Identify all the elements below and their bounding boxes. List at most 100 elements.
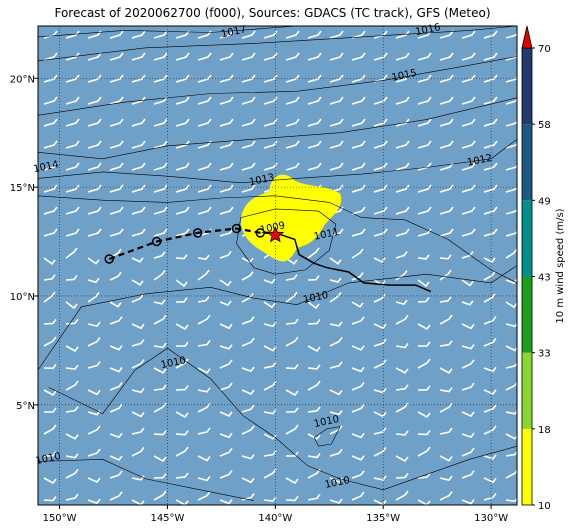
- wind-barb: [395, 314, 409, 325]
- wind-barb: [483, 316, 497, 325]
- wind-barb: [131, 30, 146, 39]
- wind-barb: [329, 162, 344, 171]
- wind-barb: [197, 184, 212, 193]
- wind-barb: [219, 279, 232, 287]
- wind-barb: [263, 380, 277, 391]
- wind-barb: [175, 472, 189, 479]
- wind-barb: [417, 358, 431, 369]
- wind-barb: [505, 301, 518, 309]
- wind-barb: [395, 430, 409, 436]
- wind-barb: [153, 473, 167, 479]
- wind-barb: [439, 206, 454, 215]
- wind-barb: [131, 257, 144, 263]
- wind-barb: [373, 140, 388, 149]
- wind-barb: [131, 228, 146, 237]
- wind-barb: [65, 433, 79, 440]
- wind-barb: [43, 257, 56, 265]
- wind-barb: [285, 318, 299, 325]
- wind-barb: [483, 140, 498, 149]
- wind-barb: [285, 96, 300, 105]
- wind-barb: [109, 52, 124, 61]
- colorbar-segment: [522, 200, 532, 277]
- wind-barb: [439, 52, 454, 61]
- wind-barb: [197, 52, 212, 61]
- wind-barb: [109, 140, 124, 149]
- wind-barb: [351, 118, 366, 127]
- wind-barb: [87, 118, 102, 127]
- wind-barb: [241, 96, 256, 105]
- wind-barb: [373, 206, 388, 215]
- wind-barb: [87, 498, 101, 505]
- wind-barb: [483, 184, 498, 193]
- isobar-line: [37, 265, 518, 371]
- wind-barb: [65, 247, 78, 259]
- wind-barb: [65, 468, 79, 479]
- wind-barb: [109, 74, 124, 83]
- colorbar-label: 10 m wind speed (m/s): [555, 208, 566, 323]
- isobar-line: [37, 195, 518, 284]
- wind-barb: [87, 389, 101, 396]
- wind-barb: [329, 448, 343, 457]
- wind-barb: [153, 228, 168, 237]
- wind-barb: [439, 387, 453, 393]
- wind-barb: [87, 206, 102, 215]
- wind-barb: [197, 96, 212, 105]
- wind-barb: [87, 52, 102, 61]
- wind-barb: [483, 162, 498, 171]
- wind-barb: [483, 366, 497, 373]
- wind-barb: [153, 455, 167, 463]
- wind-barb: [461, 382, 475, 391]
- wind-barb: [461, 344, 475, 350]
- wind-barb: [43, 291, 56, 303]
- wind-barb: [395, 228, 410, 237]
- wind-barb: [131, 206, 146, 215]
- wind-barb: [241, 454, 255, 460]
- wind-barb: [43, 74, 58, 83]
- wind-barb: [109, 96, 124, 105]
- colorbar-extend-arrow: [521, 25, 533, 49]
- wind-barb: [65, 318, 79, 325]
- wind-barb: [197, 206, 212, 215]
- wind-barb: [241, 316, 255, 325]
- wind-barb: [461, 279, 474, 287]
- wind-barb: [219, 447, 233, 457]
- track-position-marker: [231, 223, 242, 234]
- wind-barb: [43, 118, 58, 127]
- wind-barb: [329, 389, 343, 396]
- y-tick-label: 5°N: [16, 401, 35, 412]
- wind-barb: [395, 455, 409, 462]
- wind-barb: [109, 206, 124, 215]
- wind-barb: [109, 367, 123, 373]
- wind-barb: [461, 228, 476, 237]
- wind-barb: [131, 184, 146, 193]
- wind-barb: [505, 74, 520, 83]
- wind-barb: [263, 118, 278, 127]
- wind-barb: [439, 254, 452, 260]
- wind-barb: [351, 272, 364, 281]
- wind-barb: [351, 403, 365, 413]
- wind-barb: [131, 359, 145, 369]
- wind-barb: [439, 340, 453, 347]
- wind-barb: [373, 359, 387, 369]
- wind-barb: [505, 96, 520, 105]
- wind-barb: [461, 323, 475, 330]
- colorbar-tick-label: 43: [538, 273, 551, 284]
- wind-barb: [241, 30, 256, 39]
- wind-barb: [329, 498, 343, 504]
- wind-barb: [175, 140, 190, 149]
- wind-barb: [285, 477, 299, 485]
- wind-barb: [65, 364, 79, 370]
- wind-barb: [329, 361, 343, 369]
- wind-barb: [87, 140, 102, 149]
- wind-barb: [395, 162, 410, 171]
- wind-barb: [483, 30, 498, 39]
- wind-barb: [395, 384, 409, 391]
- wind-barb: [175, 254, 188, 260]
- wind-barb: [373, 184, 388, 193]
- wind-barb: [219, 382, 233, 391]
- wind-barb: [109, 162, 124, 171]
- wind-barb: [241, 118, 256, 127]
- wind-barb: [351, 381, 365, 391]
- wind-barb: [197, 269, 210, 281]
